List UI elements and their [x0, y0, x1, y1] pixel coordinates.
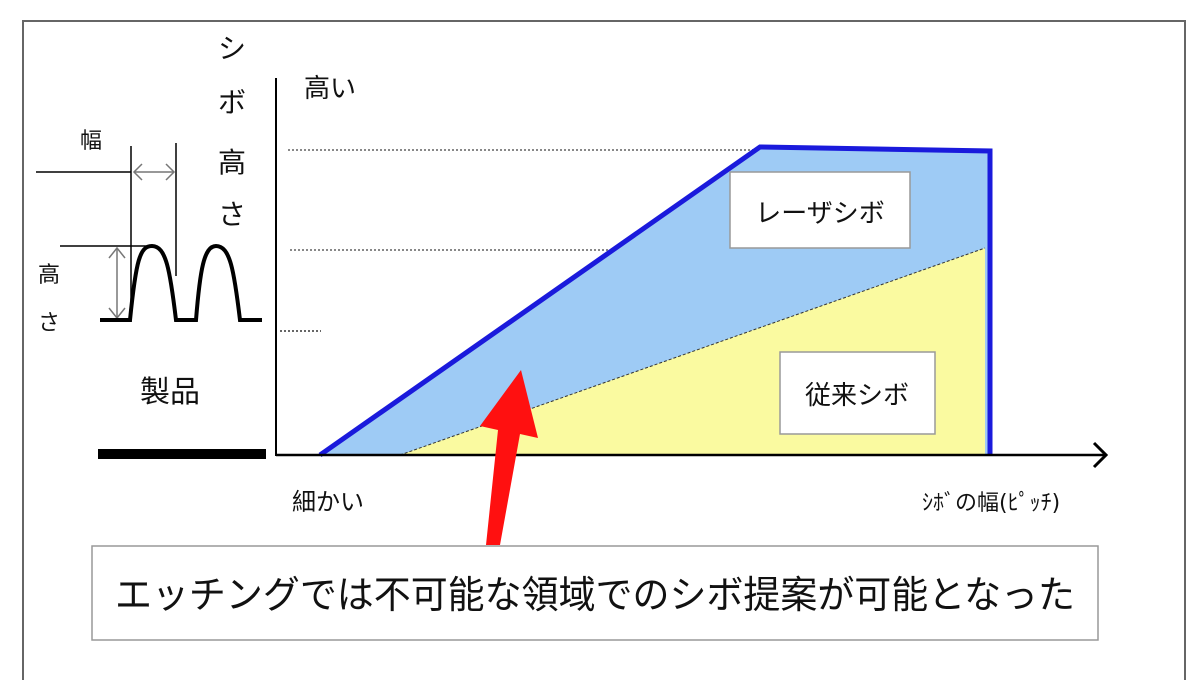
frame — [22, 20, 1186, 680]
width-label: 幅 — [80, 129, 102, 154]
y-title-2: ボ — [218, 86, 246, 119]
y-title-1: シ — [218, 32, 246, 65]
callout-box — [91, 545, 1099, 641]
x-low-label: 細かい — [292, 488, 364, 516]
conventional-boundary — [399, 247, 986, 456]
product-caption: 製品 — [140, 375, 200, 410]
y-title-4: さ — [218, 198, 246, 231]
y-title-3: 高 — [218, 146, 246, 179]
product-profile: 幅 高 さ 製品 — [36, 129, 266, 459]
conventional-label-box — [779, 351, 936, 435]
x-axis-arrow-icon — [1092, 441, 1109, 469]
height-label-1: 高 — [38, 263, 60, 288]
product-base — [98, 449, 266, 459]
laser-outline — [318, 144, 993, 458]
laser-label: レーザシボ — [755, 199, 884, 229]
y-high-label: 高い — [304, 74, 356, 104]
laser-label-box — [729, 171, 911, 249]
red-arrow-icon — [480, 370, 538, 545]
conventional-label: 従来シボ — [805, 381, 909, 411]
bump-profile — [100, 243, 262, 322]
height-label-2: さ — [38, 311, 60, 336]
x-title: ｼﾎﾞの幅(ﾋﾟｯﾁ) — [922, 491, 1060, 516]
callout-text: エッチングでは不可能な領域でのシボ提案が可能となった — [115, 573, 1075, 617]
